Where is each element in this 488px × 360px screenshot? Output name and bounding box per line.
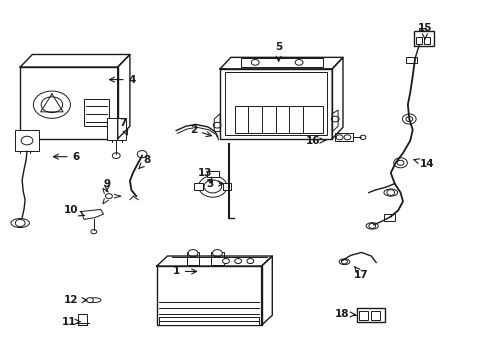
Bar [211, 252, 223, 265]
Bar [15, 130, 39, 151]
Text: 14: 14 [413, 159, 434, 169]
Bar [222, 183, 231, 190]
Bar [415, 37, 421, 44]
Text: 10: 10 [64, 206, 84, 216]
Text: 15: 15 [417, 23, 431, 39]
Text: 12: 12 [64, 295, 87, 305]
Ellipse shape [198, 176, 226, 197]
Circle shape [213, 122, 221, 128]
Text: 16: 16 [305, 136, 325, 145]
Circle shape [33, 91, 70, 118]
Bar [418, 28, 426, 31]
Circle shape [368, 224, 375, 228]
Text: 6: 6 [53, 152, 80, 162]
Circle shape [393, 158, 407, 168]
Text: 8: 8 [138, 155, 150, 169]
Circle shape [212, 249, 222, 257]
Circle shape [251, 59, 259, 65]
Ellipse shape [366, 223, 378, 229]
Text: 1: 1 [172, 266, 196, 276]
Text: 18: 18 [334, 310, 355, 319]
Circle shape [246, 258, 253, 264]
Bar [358, 311, 367, 320]
Circle shape [203, 180, 221, 193]
Bar [220, 69, 331, 139]
Circle shape [21, 136, 33, 145]
Bar [234, 107, 322, 134]
Bar [206, 171, 218, 177]
Text: 17: 17 [353, 267, 368, 280]
Text: 4: 4 [109, 75, 136, 85]
Bar [78, 315, 87, 325]
Circle shape [188, 249, 198, 257]
Text: 9: 9 [103, 179, 110, 192]
Circle shape [105, 194, 112, 199]
Ellipse shape [338, 259, 349, 265]
Bar [334, 134, 352, 141]
Circle shape [234, 258, 241, 264]
Circle shape [137, 150, 147, 158]
Circle shape [396, 160, 403, 165]
Bar [159, 318, 259, 325]
Bar [405, 57, 416, 63]
Text: 5: 5 [274, 42, 282, 61]
Bar [157, 266, 261, 325]
Ellipse shape [383, 189, 397, 196]
Bar [83, 99, 109, 126]
Bar [356, 308, 384, 321]
Bar [423, 37, 429, 44]
Circle shape [330, 116, 338, 122]
Circle shape [335, 135, 342, 140]
Bar [370, 311, 379, 320]
Bar [413, 31, 433, 45]
Circle shape [41, 97, 62, 113]
Circle shape [295, 59, 303, 65]
Ellipse shape [11, 219, 29, 228]
Bar [186, 252, 199, 265]
Circle shape [86, 298, 93, 303]
Bar [20, 67, 118, 139]
Text: 2: 2 [189, 125, 211, 136]
Bar [107, 118, 125, 140]
Circle shape [386, 190, 394, 195]
Bar [224, 72, 327, 135]
Circle shape [15, 220, 25, 226]
Circle shape [402, 114, 415, 124]
Circle shape [112, 153, 120, 158]
Circle shape [359, 135, 365, 139]
Bar [240, 58, 323, 67]
Text: 7: 7 [119, 118, 127, 135]
Circle shape [405, 117, 412, 122]
Circle shape [222, 258, 229, 264]
Circle shape [341, 260, 346, 264]
Text: 3: 3 [206, 179, 223, 189]
Bar [194, 183, 203, 190]
Text: 13: 13 [198, 168, 212, 183]
Ellipse shape [88, 298, 101, 302]
Bar [384, 215, 394, 221]
Circle shape [343, 135, 350, 140]
Text: 11: 11 [61, 317, 80, 327]
Circle shape [91, 229, 97, 234]
